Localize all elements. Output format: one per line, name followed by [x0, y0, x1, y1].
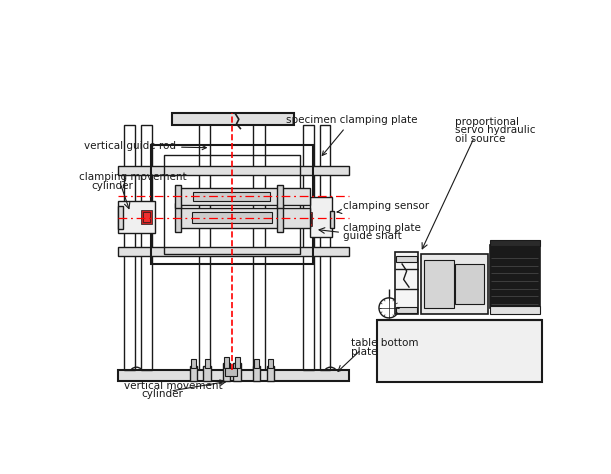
- Text: clamping movement: clamping movement: [79, 172, 187, 182]
- Text: vertical guide rod: vertical guide rod: [84, 141, 207, 151]
- Bar: [151, 145, 313, 264]
- Bar: [277, 203, 283, 232]
- Bar: [192, 212, 272, 223]
- Bar: [310, 197, 332, 237]
- Text: specimen clamping plate: specimen clamping plate: [286, 115, 417, 155]
- Bar: [164, 155, 299, 254]
- Bar: [302, 126, 313, 370]
- Bar: [194, 191, 271, 201]
- Bar: [490, 306, 540, 314]
- Bar: [266, 365, 274, 381]
- Bar: [118, 370, 349, 381]
- Bar: [396, 307, 417, 313]
- Text: proportional: proportional: [455, 117, 519, 127]
- Bar: [254, 359, 259, 368]
- Bar: [490, 245, 540, 308]
- Bar: [118, 247, 349, 256]
- Bar: [205, 359, 210, 368]
- Bar: [305, 214, 311, 223]
- Bar: [376, 320, 542, 382]
- Bar: [172, 113, 293, 126]
- Text: clamping plate: clamping plate: [343, 223, 420, 233]
- Circle shape: [379, 298, 399, 318]
- Bar: [253, 365, 260, 381]
- Text: servo hydraulic: servo hydraulic: [455, 125, 536, 135]
- Text: table bottom: table bottom: [351, 338, 419, 348]
- Text: plate: plate: [351, 347, 378, 357]
- Bar: [396, 255, 417, 262]
- Text: guide shaft: guide shaft: [343, 231, 401, 241]
- Bar: [330, 211, 334, 228]
- Bar: [175, 185, 181, 208]
- Text: cylinder: cylinder: [141, 389, 183, 399]
- Text: clamping sensor: clamping sensor: [337, 201, 429, 213]
- Circle shape: [475, 282, 481, 288]
- Bar: [191, 359, 196, 368]
- Text: cylinder: cylinder: [92, 181, 134, 191]
- Bar: [395, 253, 419, 314]
- Bar: [175, 203, 181, 232]
- Bar: [124, 126, 135, 370]
- Bar: [141, 126, 152, 370]
- Bar: [425, 260, 453, 308]
- Bar: [268, 359, 273, 368]
- Bar: [118, 166, 349, 175]
- Bar: [420, 254, 488, 314]
- Bar: [203, 365, 211, 381]
- Bar: [189, 365, 197, 381]
- Bar: [277, 185, 283, 208]
- Circle shape: [471, 279, 484, 291]
- Bar: [144, 212, 150, 222]
- Bar: [141, 210, 152, 224]
- Bar: [490, 240, 540, 246]
- Text: oil source: oil source: [455, 134, 505, 144]
- Bar: [235, 357, 240, 368]
- Bar: [222, 363, 230, 381]
- Circle shape: [135, 373, 138, 376]
- Bar: [178, 208, 310, 228]
- Bar: [225, 368, 236, 376]
- Bar: [118, 201, 155, 233]
- Bar: [455, 264, 485, 304]
- Bar: [224, 357, 229, 368]
- Bar: [320, 126, 331, 370]
- Text: vertical movement: vertical movement: [124, 381, 223, 391]
- Bar: [118, 206, 123, 229]
- Bar: [178, 188, 310, 205]
- Bar: [233, 363, 241, 381]
- Circle shape: [329, 373, 332, 376]
- Bar: [302, 212, 312, 226]
